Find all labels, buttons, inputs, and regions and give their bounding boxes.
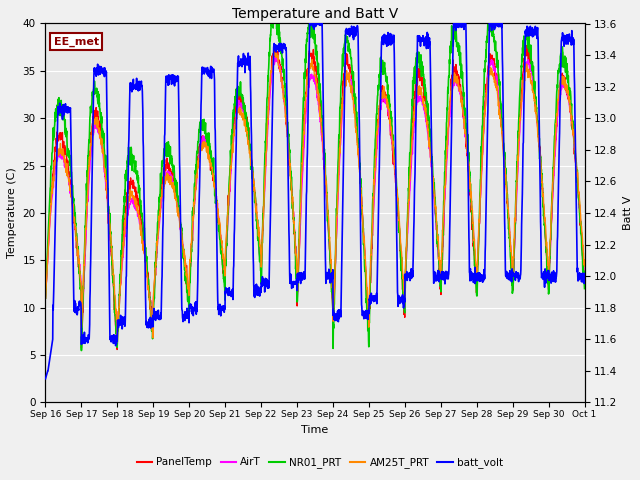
AirT — [113, 338, 121, 344]
AM25T_PRT — [42, 295, 49, 301]
batt_volt — [342, 25, 350, 31]
NR01_PRT — [42, 295, 49, 301]
NR01_PRT — [472, 274, 480, 279]
AM25T_PRT — [113, 339, 121, 345]
batt_volt — [331, 311, 339, 317]
PanelTemp — [522, 43, 530, 48]
AM25T_PRT — [534, 121, 541, 127]
AirT — [534, 117, 541, 122]
NR01_PRT — [534, 117, 541, 123]
NR01_PRT — [331, 273, 339, 279]
PanelTemp — [42, 295, 49, 301]
Y-axis label: Temperature (C): Temperature (C) — [7, 168, 17, 258]
PanelTemp — [331, 279, 339, 285]
AirT — [331, 277, 339, 283]
NR01_PRT — [270, 6, 278, 12]
NR01_PRT — [77, 348, 85, 353]
batt_volt — [306, 21, 314, 26]
AM25T_PRT — [343, 68, 351, 73]
Line: batt_volt: batt_volt — [45, 24, 584, 379]
AM25T_PRT — [270, 50, 278, 56]
PanelTemp — [342, 55, 350, 61]
AirT — [548, 202, 556, 208]
NR01_PRT — [192, 162, 200, 168]
batt_volt — [472, 272, 479, 277]
PanelTemp — [472, 280, 479, 286]
Line: NR01_PRT: NR01_PRT — [45, 9, 584, 350]
AirT — [472, 262, 480, 268]
AirT — [580, 275, 588, 281]
X-axis label: Time: Time — [301, 425, 328, 435]
AM25T_PRT — [548, 195, 556, 201]
PanelTemp — [580, 277, 588, 283]
AirT — [192, 185, 200, 191]
NR01_PRT — [580, 286, 588, 291]
AirT — [42, 295, 49, 301]
AM25T_PRT — [192, 175, 200, 181]
Legend: PanelTemp, AirT, NR01_PRT, AM25T_PRT, batt_volt: PanelTemp, AirT, NR01_PRT, AM25T_PRT, ba… — [132, 453, 508, 472]
Line: AirT: AirT — [45, 57, 584, 341]
Title: Temperature and Batt V: Temperature and Batt V — [232, 7, 398, 21]
Y-axis label: Batt V: Batt V — [623, 196, 633, 230]
NR01_PRT — [548, 189, 556, 194]
AM25T_PRT — [580, 263, 588, 269]
Text: EE_met: EE_met — [54, 37, 99, 47]
PanelTemp — [548, 197, 556, 203]
batt_volt — [580, 271, 588, 276]
batt_volt — [192, 299, 200, 305]
PanelTemp — [534, 120, 541, 126]
batt_volt — [533, 36, 541, 41]
AM25T_PRT — [331, 270, 339, 276]
AM25T_PRT — [472, 262, 480, 267]
PanelTemp — [113, 347, 121, 352]
Line: AM25T_PRT: AM25T_PRT — [45, 53, 584, 342]
AirT — [271, 54, 279, 60]
batt_volt — [548, 275, 556, 280]
AirT — [343, 72, 351, 78]
PanelTemp — [192, 181, 200, 187]
batt_volt — [42, 376, 49, 382]
NR01_PRT — [343, 39, 351, 45]
Line: PanelTemp: PanelTemp — [45, 46, 584, 349]
